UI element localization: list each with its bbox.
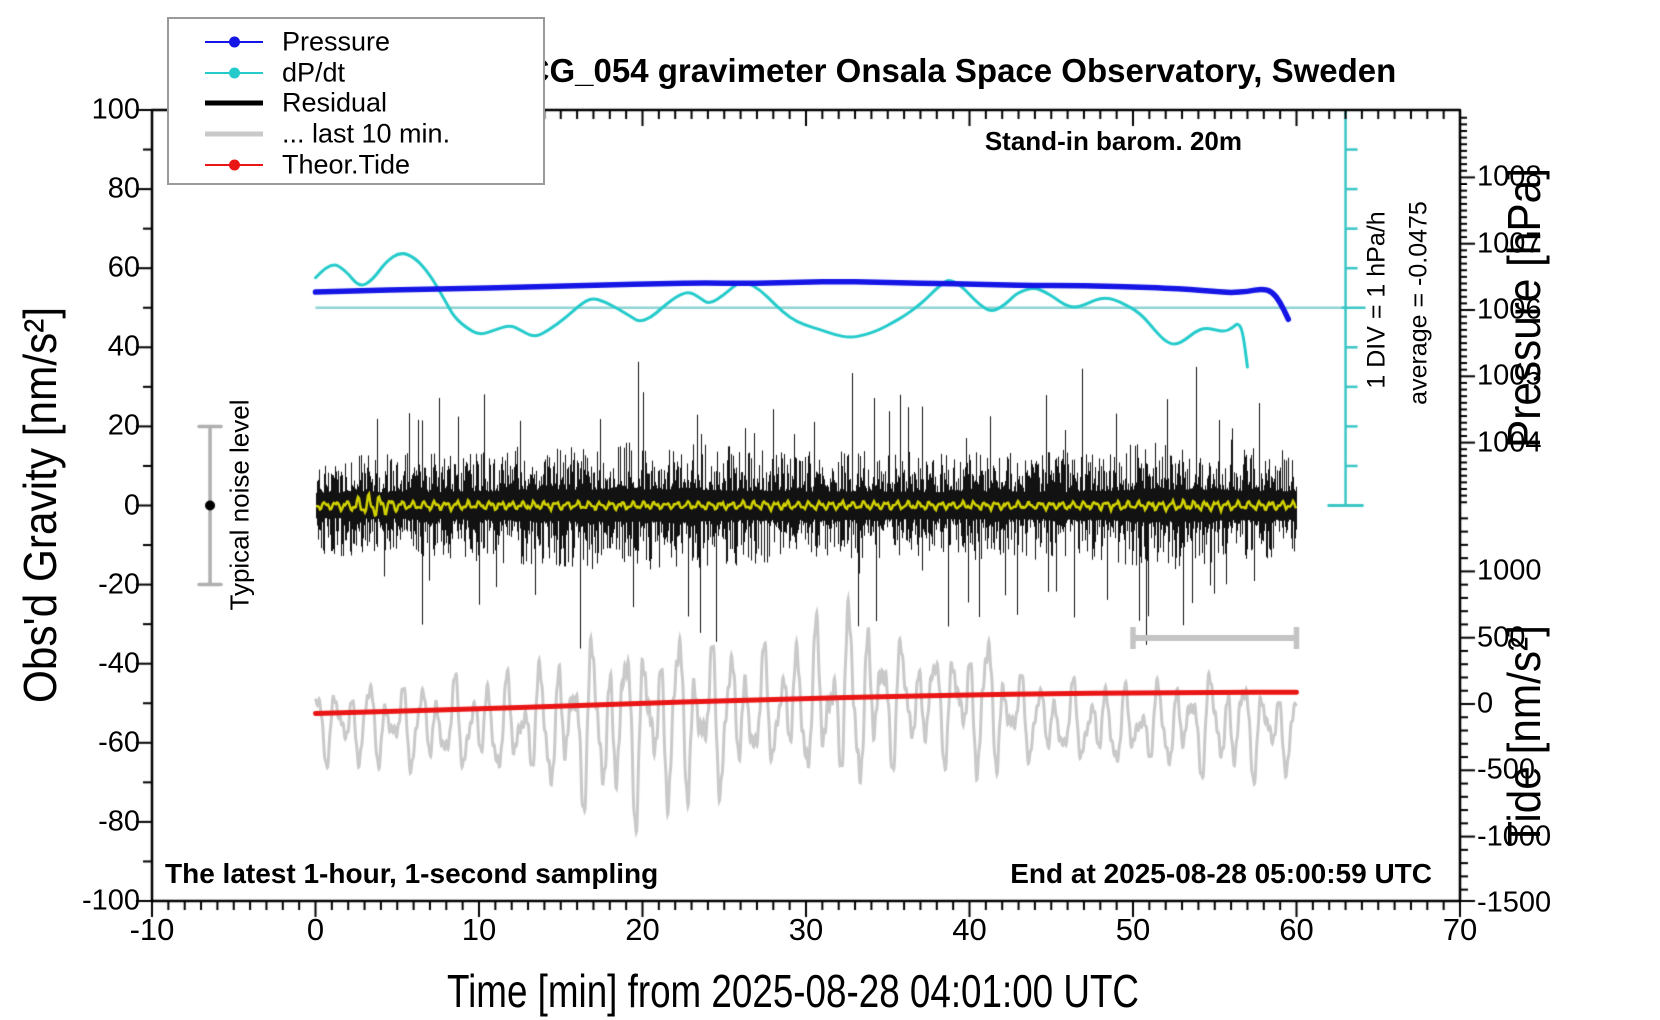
annotation-barometer: Stand-in barom. 20m <box>984 126 1242 156</box>
pressure-tick-label: 1006 <box>1477 293 1542 326</box>
y-axis-left-tick-label: -20 <box>98 568 140 601</box>
legend-label: Theor.Tide <box>282 149 411 180</box>
legend-label: Pressure <box>282 26 391 57</box>
pressure-tick-label: 1004 <box>1477 426 1542 459</box>
annotation-noise-level: Typical noise level <box>224 399 255 611</box>
annotation-average: average = -0.0475 <box>1404 201 1433 405</box>
y-axis-left-tick-label: 40 <box>107 330 140 363</box>
y-axis-left-tick-label: -80 <box>98 805 140 838</box>
legend-line-swatch <box>205 100 263 106</box>
legend-item: Theor.Tide <box>169 149 543 180</box>
x-axis-tick-label: -10 <box>129 912 175 947</box>
tide-tick-label: 0 <box>1477 687 1494 720</box>
legend-line-swatch <box>205 131 263 137</box>
pressure-tick-label: 1005 <box>1477 359 1542 392</box>
tide-tick-label: -500 <box>1477 753 1536 786</box>
y-axis-title-gravity: Obs'd Gravity [nm/s²] <box>14 306 66 704</box>
y-axis-left-tick-label: -40 <box>98 647 140 680</box>
x-axis-tick-label: 70 <box>1442 912 1478 947</box>
page-title: SCG_054 gravimeter Onsala Space Observat… <box>503 52 1397 89</box>
y-axis-left-tick-label: 0 <box>123 489 140 521</box>
legend-item: Residual <box>169 88 543 118</box>
legend-marker-dot-icon <box>228 159 240 171</box>
y-axis-left-tick-label: -100 <box>81 884 140 917</box>
legend-item: Pressure <box>169 27 543 57</box>
y-axis-title-tide: Tide [nm/s²] <box>1498 625 1550 847</box>
tide-tick-label: -1000 <box>1477 820 1552 853</box>
y-axis-left-tick-label: 60 <box>107 251 140 284</box>
pressure-tick-label: 1008 <box>1477 160 1542 193</box>
x-axis-tick-label: 20 <box>625 912 660 947</box>
legend-label: ... last 10 min. <box>282 118 451 149</box>
legend-item: ... last 10 min. <box>169 119 543 149</box>
x-axis-tick-label: 60 <box>1279 912 1314 947</box>
legend-marker-dot-icon <box>228 67 240 79</box>
legend-item: dP/dt <box>169 57 543 88</box>
y-axis-left-tick-label: 80 <box>107 172 140 205</box>
tide-tick-label: 1000 <box>1477 554 1542 587</box>
y-axis-left-tick-label: -60 <box>98 726 140 759</box>
annotation-div-scale: 1 DIV = 1 hPa/h <box>1362 211 1391 389</box>
legend-marker-dot-icon <box>228 36 240 48</box>
annotation-end-time: End at 2025-08-28 05:00:59 UTC <box>1010 858 1432 889</box>
tide-tick-label: -1500 <box>1477 886 1552 919</box>
x-axis-tick-label: 10 <box>461 912 497 947</box>
tide-tick-label: 500 <box>1477 621 1526 654</box>
x-axis-tick-label: 50 <box>1115 912 1151 947</box>
x-axis-tick-label: 40 <box>952 912 987 947</box>
x-axis-tick-label: 0 <box>306 912 325 947</box>
legend-label: dP/dt <box>282 57 346 88</box>
pressure-tick-label: 1007 <box>1477 227 1542 260</box>
legend: Pressure dP/dt Residual... last 10 min. The… <box>167 17 545 185</box>
annotation-sampling: The latest 1-hour, 1-second sampling <box>165 858 659 889</box>
x-axis-title: Time [min] from 2025-08-28 04:01:00 UTC <box>447 965 1139 1017</box>
y-axis-left-tick-label: 100 <box>91 93 140 126</box>
y-axis-left-tick-label: 20 <box>107 409 140 442</box>
legend-label: Residual <box>282 87 388 118</box>
x-axis-tick-label: 30 <box>788 912 824 947</box>
